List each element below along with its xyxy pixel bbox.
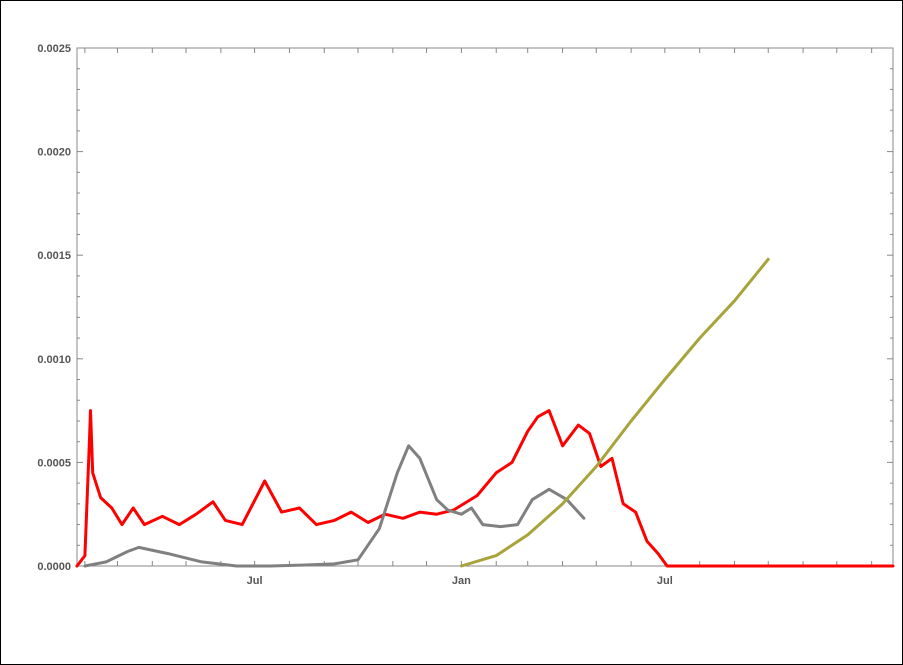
series-line-3 (459, 257, 770, 568)
axes (76, 47, 894, 567)
series-line-2 (83, 444, 586, 568)
plot-frame (76, 47, 894, 567)
x-tick-label: Jul (657, 575, 673, 587)
x-tick-label: Jan (452, 575, 471, 587)
y-tick-label: 0.0000 (37, 561, 71, 573)
series-line-1 (75, 409, 895, 568)
series-lines (75, 257, 895, 568)
x-tick-label: Jul (247, 575, 263, 587)
y-tick-label: 0.0025 (37, 43, 71, 55)
y-tick-label: 0.0020 (37, 147, 71, 159)
y-tick-labels: 0.0000 0.0005 0.0010 0.0015 0.0020 0.0025 (37, 43, 71, 573)
y-tick-label: 0.0005 (37, 457, 71, 469)
x-tick-labels: Jul Jan Jul (247, 575, 673, 587)
y-tick-label: 0.0010 (37, 354, 71, 366)
y-tick-label: 0.0015 (37, 250, 71, 262)
